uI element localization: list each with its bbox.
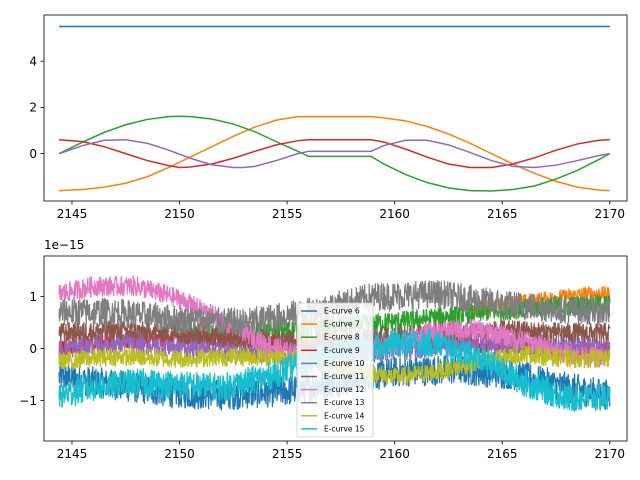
bottom-chart-x-tick-label: 2165 <box>487 447 518 461</box>
legend-label: E-curve 7 <box>324 320 360 329</box>
top-chart-y-tick-label: 0 <box>29 147 37 161</box>
top-chart: 2145 2150 2155 2160 2165 2170 0 2 4 <box>29 14 628 221</box>
top-chart-y-tick-label: 4 <box>29 55 37 69</box>
legend-label: E-curve 15 <box>324 424 365 433</box>
top-chart-x-tick-label: 2160 <box>379 207 410 221</box>
legend: E-curve 6 E-curve 7 E-curve 8 E-curve 9 E-cu… <box>296 302 374 438</box>
top-chart-frame <box>43 14 628 202</box>
legend-label: E-curve 6 <box>324 307 360 316</box>
legend-label: E-curve 9 <box>324 346 360 355</box>
top-series-line-1 <box>59 115 610 192</box>
top-chart-y-tick-label: 2 <box>29 101 37 115</box>
bottom-chart-y-tick-label: −1 <box>19 394 37 408</box>
top-chart-x-tick-label: 2145 <box>57 207 88 221</box>
legend-label: E-curve 10 <box>324 359 365 368</box>
bottom-chart-x-tick-label: 2170 <box>595 447 626 461</box>
top-chart-x-ticks: 2145 2150 2155 2160 2165 2170 <box>57 201 625 221</box>
legend-label: E-curve 11 <box>324 372 365 381</box>
top-series-line-2 <box>58 115 611 192</box>
bottom-chart-y-tick-label: 0 <box>29 342 37 356</box>
bottom-chart: 2145 2150 2155 2160 2165 2170 −1 0 1 1e−15 E-cu… <box>19 238 628 461</box>
top-chart-x-tick-label: 2165 <box>487 207 518 221</box>
bottom-chart-x-tick-label: 2150 <box>164 447 195 461</box>
bottom-chart-x-tick-label: 2160 <box>379 447 410 461</box>
top-chart-x-tick-label: 2155 <box>272 207 303 221</box>
y-offset-label: 1e−15 <box>44 238 84 252</box>
legend-label: E-curve 14 <box>324 411 365 420</box>
top-series-line-4 <box>58 139 610 169</box>
top-chart-x-tick-label: 2150 <box>164 207 195 221</box>
bottom-chart-y-ticks: −1 0 1 <box>19 290 44 408</box>
legend-label: E-curve 8 <box>324 333 360 342</box>
legend-label: E-curve 13 <box>324 398 365 407</box>
top-chart-lines <box>58 25 611 192</box>
bottom-chart-x-tick-label: 2145 <box>57 447 88 461</box>
top-chart-x-tick-label: 2170 <box>595 207 626 221</box>
bottom-chart-y-tick-label: 1 <box>29 290 37 304</box>
legend-label: E-curve 12 <box>324 385 365 394</box>
bottom-chart-x-tick-label: 2155 <box>272 447 303 461</box>
top-chart-y-ticks: 0 2 4 <box>29 55 44 161</box>
top-series-line-3 <box>59 139 610 169</box>
bottom-chart-x-ticks: 2145 2150 2155 2160 2165 2170 <box>57 441 625 461</box>
